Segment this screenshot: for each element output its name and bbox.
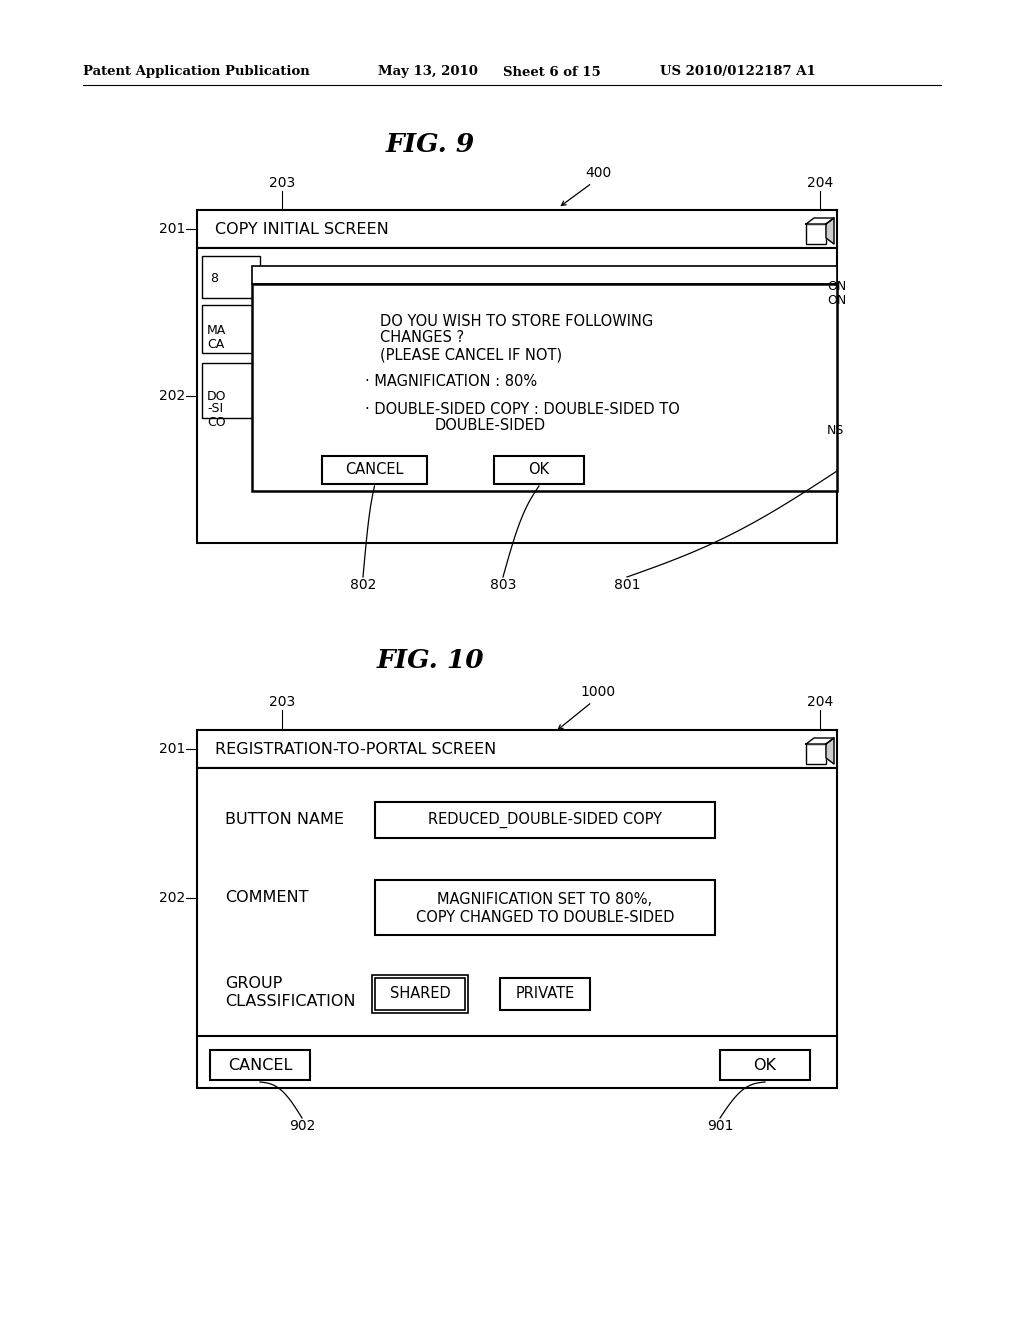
Bar bbox=[375, 978, 465, 1010]
Text: FIG. 10: FIG. 10 bbox=[376, 648, 483, 672]
Bar bbox=[210, 1049, 310, 1080]
Text: CHANGES ?: CHANGES ? bbox=[380, 330, 464, 346]
Text: 1000: 1000 bbox=[581, 685, 615, 700]
Bar bbox=[500, 978, 590, 1010]
Text: Patent Application Publication: Patent Application Publication bbox=[83, 66, 309, 78]
Text: CANCEL: CANCEL bbox=[345, 462, 403, 478]
Text: COMMENT: COMMENT bbox=[225, 891, 308, 906]
Bar bbox=[806, 224, 826, 244]
Text: 902: 902 bbox=[289, 1119, 315, 1133]
Bar bbox=[806, 744, 826, 764]
Text: (PLEASE CANCEL IF NOT): (PLEASE CANCEL IF NOT) bbox=[380, 347, 562, 363]
Text: COPY INITIAL SCREEN: COPY INITIAL SCREEN bbox=[215, 222, 389, 236]
Bar bbox=[197, 730, 837, 768]
Text: CO: CO bbox=[207, 416, 225, 429]
Polygon shape bbox=[826, 218, 834, 244]
Bar bbox=[252, 284, 837, 491]
Text: DO YOU WISH TO STORE FOLLOWING: DO YOU WISH TO STORE FOLLOWING bbox=[380, 314, 653, 329]
Text: NS: NS bbox=[827, 425, 845, 437]
Text: 801: 801 bbox=[613, 578, 640, 591]
Text: Sheet 6 of 15: Sheet 6 of 15 bbox=[503, 66, 601, 78]
Text: 202: 202 bbox=[159, 388, 185, 403]
Text: PRIVATE: PRIVATE bbox=[515, 986, 574, 1002]
Bar bbox=[202, 256, 260, 298]
Text: REGISTRATION-TO-PORTAL SCREEN: REGISTRATION-TO-PORTAL SCREEN bbox=[215, 742, 497, 756]
Text: ON: ON bbox=[827, 293, 846, 306]
Text: · DOUBLE-SIDED COPY : DOUBLE-SIDED TO: · DOUBLE-SIDED COPY : DOUBLE-SIDED TO bbox=[365, 401, 680, 417]
Text: SHARED: SHARED bbox=[389, 986, 451, 1002]
Polygon shape bbox=[806, 218, 834, 224]
Text: US 2010/0122187 A1: US 2010/0122187 A1 bbox=[660, 66, 816, 78]
Text: ON: ON bbox=[827, 280, 846, 293]
Text: CLASSIFICATION: CLASSIFICATION bbox=[225, 994, 355, 1008]
Text: 8: 8 bbox=[210, 272, 218, 285]
Text: OK: OK bbox=[754, 1057, 776, 1072]
Bar bbox=[202, 363, 260, 418]
Bar bbox=[372, 975, 468, 1012]
Text: 203: 203 bbox=[269, 696, 295, 709]
Text: 901: 901 bbox=[707, 1119, 733, 1133]
Text: MA: MA bbox=[207, 323, 226, 337]
Text: MAGNIFICATION SET TO 80%,: MAGNIFICATION SET TO 80%, bbox=[437, 892, 652, 908]
Text: May 13, 2010: May 13, 2010 bbox=[378, 66, 478, 78]
Bar bbox=[197, 248, 837, 543]
Text: CANCEL: CANCEL bbox=[227, 1057, 292, 1072]
Text: CA: CA bbox=[207, 338, 224, 351]
Text: 201: 201 bbox=[159, 742, 185, 756]
Text: · MAGNIFICATION : 80%: · MAGNIFICATION : 80% bbox=[365, 374, 538, 388]
Text: DOUBLE-SIDED: DOUBLE-SIDED bbox=[434, 418, 546, 433]
Text: OK: OK bbox=[528, 462, 550, 478]
Text: 202: 202 bbox=[159, 891, 185, 906]
Bar bbox=[375, 880, 715, 935]
Text: GROUP: GROUP bbox=[225, 975, 283, 990]
Text: FIG. 9: FIG. 9 bbox=[385, 132, 475, 157]
Bar bbox=[252, 267, 837, 284]
Bar bbox=[197, 768, 837, 1088]
Text: 803: 803 bbox=[489, 578, 516, 591]
Bar bbox=[197, 210, 837, 248]
Text: BUTTON NAME: BUTTON NAME bbox=[225, 813, 344, 828]
Text: -SI: -SI bbox=[207, 403, 223, 416]
Text: COPY CHANGED TO DOUBLE-SIDED: COPY CHANGED TO DOUBLE-SIDED bbox=[416, 911, 674, 925]
Polygon shape bbox=[806, 738, 834, 744]
Text: 204: 204 bbox=[807, 176, 834, 190]
Bar bbox=[322, 455, 427, 484]
Text: 400: 400 bbox=[585, 166, 611, 180]
Bar bbox=[720, 1049, 810, 1080]
Text: 204: 204 bbox=[807, 696, 834, 709]
Text: 802: 802 bbox=[350, 578, 376, 591]
Text: 203: 203 bbox=[269, 176, 295, 190]
Bar bbox=[375, 803, 715, 838]
Text: REDUCED_DOUBLE-SIDED COPY: REDUCED_DOUBLE-SIDED COPY bbox=[428, 812, 662, 828]
Bar bbox=[494, 455, 584, 484]
Text: DO: DO bbox=[207, 389, 226, 403]
Bar bbox=[202, 305, 260, 352]
Polygon shape bbox=[826, 738, 834, 764]
Text: 201: 201 bbox=[159, 222, 185, 236]
